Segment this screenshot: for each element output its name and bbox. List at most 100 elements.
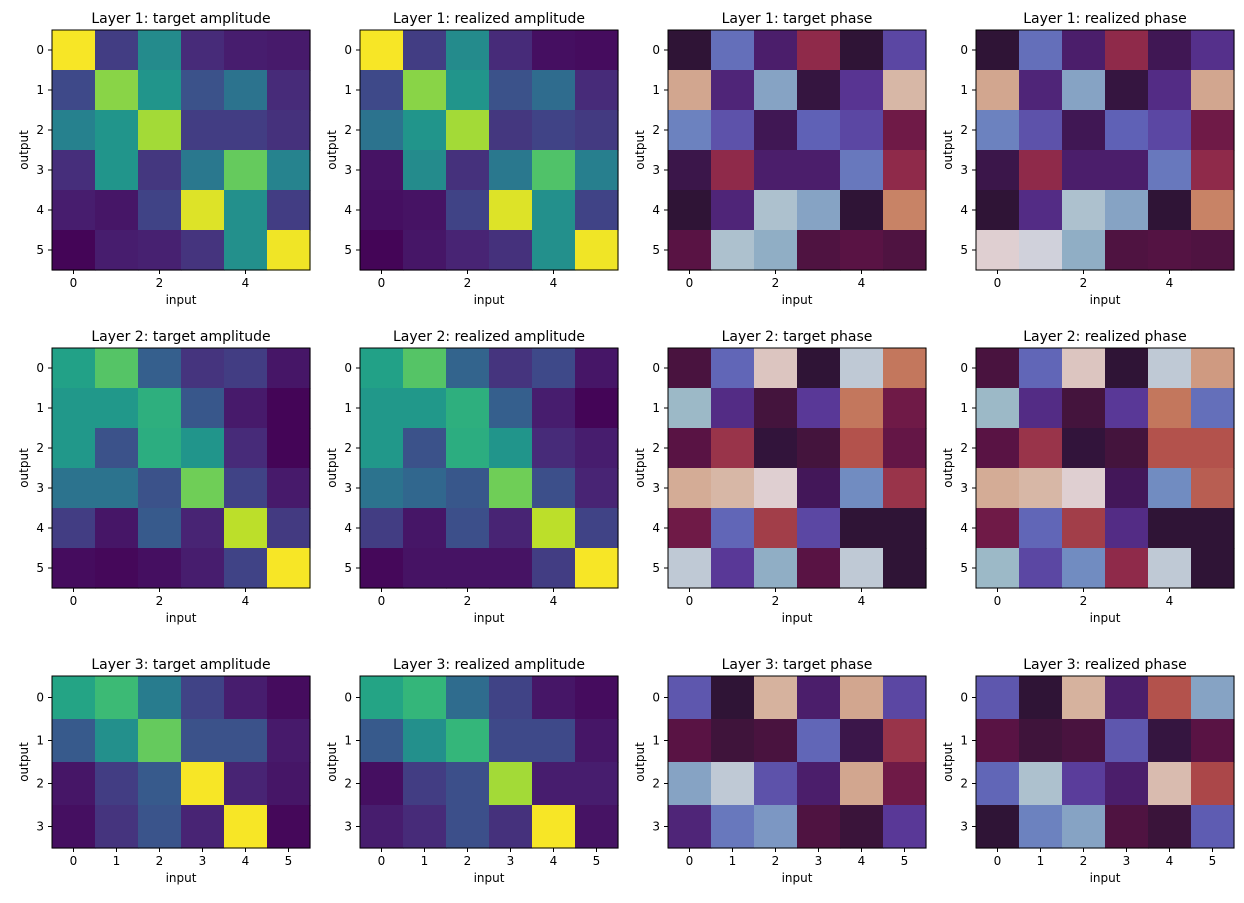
x-axis-label: input xyxy=(782,293,813,307)
heatmap-cell xyxy=(95,805,139,849)
heatmap-cell xyxy=(138,348,182,389)
y-tick-label: 3 xyxy=(960,481,968,495)
y-axis-label: output xyxy=(17,448,31,488)
heatmap-cell xyxy=(181,719,225,763)
heatmap-cell xyxy=(489,719,533,763)
y-tick-label: 0 xyxy=(36,691,44,705)
heatmap-cell xyxy=(1062,190,1106,231)
heatmap-cell xyxy=(883,676,927,720)
x-tick-label: 3 xyxy=(815,854,823,868)
axes-frame xyxy=(667,675,927,849)
heatmap-cell xyxy=(976,676,1020,720)
heatmap-cell xyxy=(360,70,404,111)
heatmap-cell xyxy=(532,548,576,589)
heatmap-cell xyxy=(446,719,490,763)
y-tick-label: 4 xyxy=(36,203,44,217)
heatmap-cell xyxy=(224,508,268,549)
heatmap-cell xyxy=(840,805,884,849)
heatmap-cell xyxy=(267,719,311,763)
heatmap-cell xyxy=(1148,30,1192,71)
y-tick-label: 2 xyxy=(652,441,660,455)
y-tick-label: 4 xyxy=(344,521,352,535)
heatmap-cell xyxy=(360,110,404,151)
y-tick-label: 0 xyxy=(344,361,352,375)
heatmap-cell xyxy=(403,508,447,549)
heatmap-cell xyxy=(840,428,884,469)
heatmap-cell xyxy=(138,30,182,71)
heatmap-cell xyxy=(1062,150,1106,191)
heatmap-cell xyxy=(976,719,1020,763)
heatmap-cell xyxy=(840,762,884,806)
x-tick-label: 4 xyxy=(550,854,558,868)
heatmap-cell xyxy=(754,70,798,111)
panel-title: Layer 3: target amplitude xyxy=(91,657,270,673)
heatmap-cell xyxy=(797,676,841,720)
heatmap-cell xyxy=(1148,719,1192,763)
heatmap-cell xyxy=(754,30,798,71)
heatmap-cell xyxy=(754,190,798,231)
heatmap-cell xyxy=(489,190,533,231)
heatmap-cell xyxy=(532,468,576,509)
y-tick-label: 5 xyxy=(652,243,660,257)
heatmap-cell xyxy=(403,428,447,469)
y-tick-label: 1 xyxy=(960,401,968,415)
heatmap-cell xyxy=(754,676,798,720)
heatmap-cell xyxy=(754,468,798,509)
heatmap-cell xyxy=(267,150,311,191)
heatmap-cell xyxy=(489,388,533,429)
x-axis-label: input xyxy=(1090,611,1121,625)
heatmap-cell xyxy=(267,468,311,509)
heatmap-cell xyxy=(52,190,96,231)
heatmap-cell xyxy=(224,719,268,763)
y-tick-label: 2 xyxy=(344,441,352,455)
heatmap-cell xyxy=(403,190,447,231)
heatmap-cell xyxy=(446,348,490,389)
y-tick-label: 5 xyxy=(36,243,44,257)
heatmap-cell xyxy=(181,230,225,271)
heatmap-cell xyxy=(95,190,139,231)
heatmap-cell xyxy=(446,150,490,191)
heatmap-cell xyxy=(797,468,841,509)
heatmap-cell xyxy=(532,508,576,549)
heatmap-cell xyxy=(138,150,182,191)
y-tick-label: 5 xyxy=(960,561,968,575)
heatmap-cell xyxy=(95,719,139,763)
heatmap-cell xyxy=(1148,805,1192,849)
heatmap-cell xyxy=(224,150,268,191)
heatmap-cell xyxy=(1062,762,1106,806)
heatmap-cell xyxy=(797,805,841,849)
heatmap-cell xyxy=(575,676,619,720)
heatmap-cell xyxy=(532,428,576,469)
y-tick-label: 1 xyxy=(960,83,968,97)
panel-title: Layer 3: target phase xyxy=(722,657,873,673)
heatmap-cell xyxy=(138,805,182,849)
heatmap-cell xyxy=(883,762,927,806)
heatmap-cell xyxy=(181,762,225,806)
heatmap-cell xyxy=(52,762,96,806)
heatmap-cell xyxy=(224,348,268,389)
heatmap-cell xyxy=(446,428,490,469)
heatmap-cell xyxy=(224,762,268,806)
heatmap-cell xyxy=(976,388,1020,429)
y-axis-label: output xyxy=(325,130,339,170)
heatmap-cell xyxy=(1105,30,1149,71)
heatmap-cell xyxy=(754,762,798,806)
y-tick-label: 4 xyxy=(652,203,660,217)
heatmap-cell xyxy=(403,468,447,509)
y-tick-label: 2 xyxy=(36,441,44,455)
heatmap-cell xyxy=(1062,30,1106,71)
heatmap-cell xyxy=(1062,468,1106,509)
heatmap-cell xyxy=(711,468,755,509)
heatmap-cell xyxy=(1148,150,1192,191)
x-axis-label: input xyxy=(166,871,197,885)
heatmap-cell xyxy=(840,548,884,589)
heatmap-cell xyxy=(668,428,712,469)
x-tick-label: 2 xyxy=(772,854,780,868)
heatmap-cell xyxy=(52,428,96,469)
heatmap-cell xyxy=(403,388,447,429)
heatmap-cell xyxy=(1105,150,1149,191)
heatmap-cell xyxy=(224,676,268,720)
y-tick-label: 3 xyxy=(960,820,968,834)
heatmap-cell xyxy=(532,762,576,806)
y-tick-label: 2 xyxy=(960,777,968,791)
